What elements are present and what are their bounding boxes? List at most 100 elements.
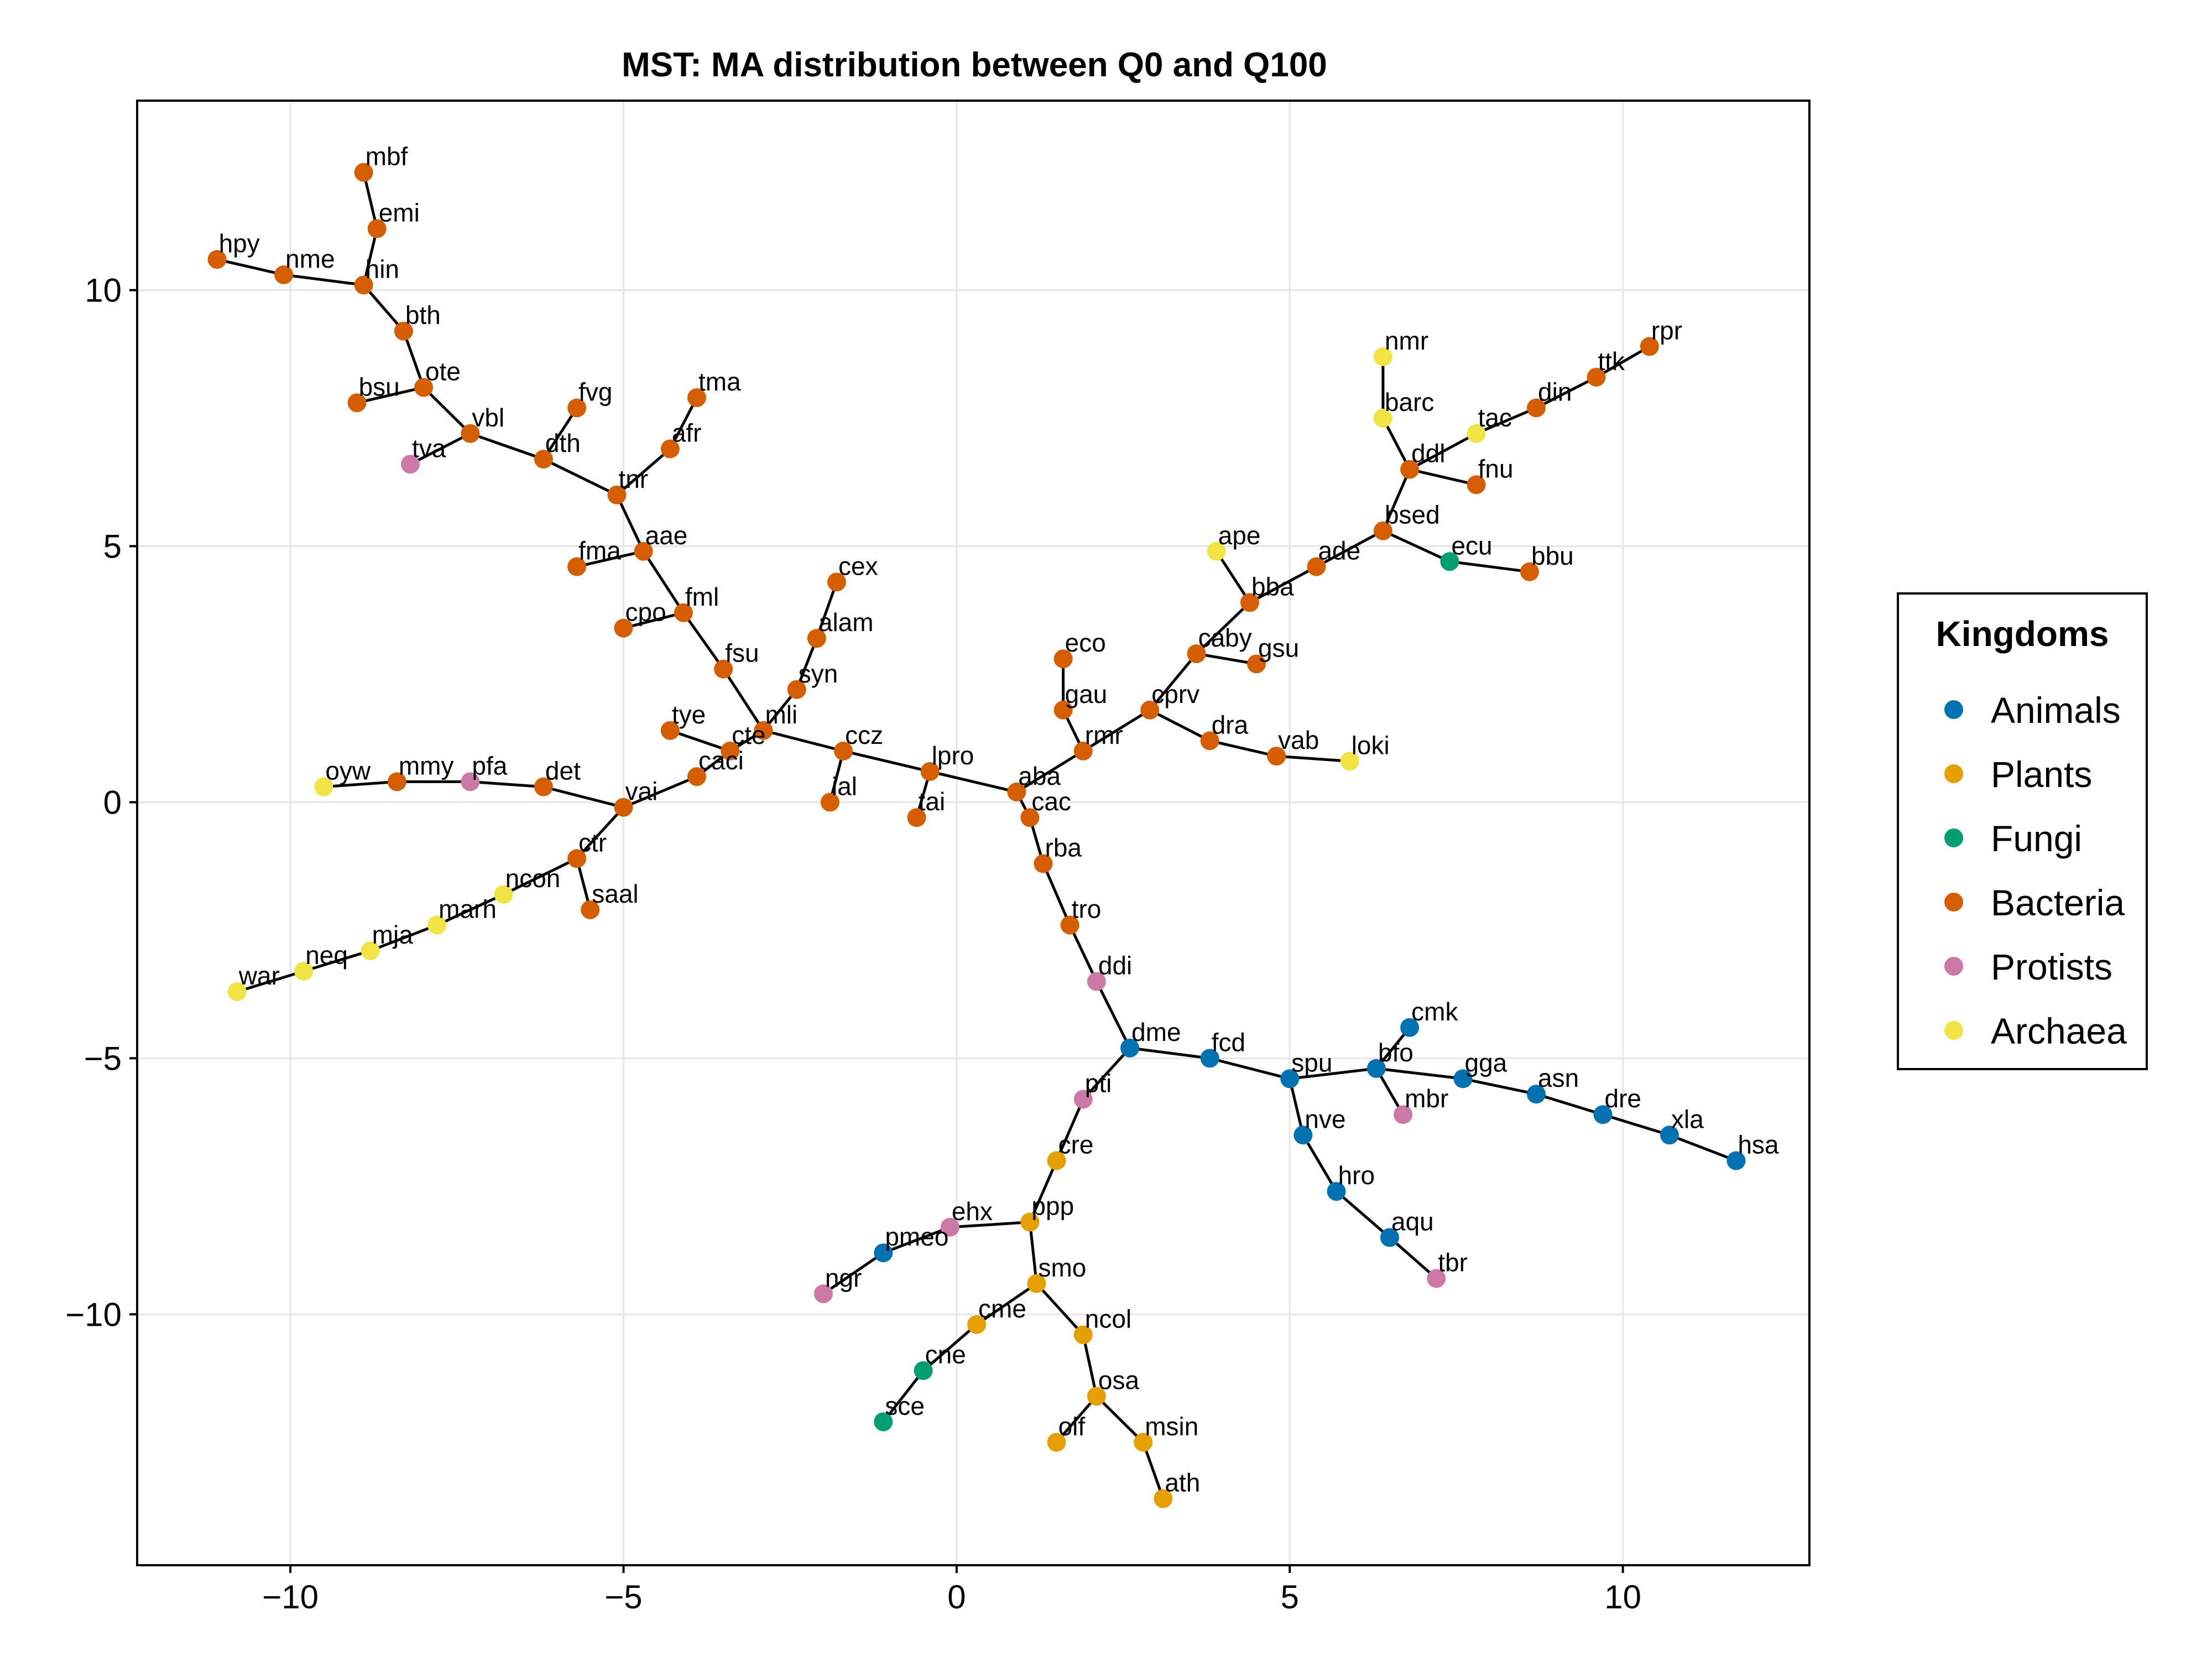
- node-label-tac: tac: [1478, 403, 1512, 432]
- mst-edge-vbl-tva: [409, 432, 471, 466]
- node-dth: [534, 450, 553, 469]
- node-ath: [1154, 1489, 1173, 1508]
- node-ehx: [940, 1217, 959, 1237]
- mst-edge-ncol-osa: [1082, 1334, 1098, 1397]
- legend-marker-archaea: [1944, 1021, 1963, 1040]
- node-label-barc: barc: [1385, 388, 1434, 416]
- node-label-det: det: [545, 757, 581, 785]
- node-label-lpro: lpro: [932, 741, 974, 770]
- node-label-rpr: rpr: [1651, 316, 1682, 345]
- node-label-fcd: fcd: [1212, 1028, 1245, 1056]
- mst-edge-mli-ccz: [763, 729, 844, 753]
- node-cac: [1020, 808, 1040, 827]
- node-marh: [427, 915, 447, 935]
- node-pti: [1073, 1090, 1093, 1109]
- mst-edge-vab-loki: [1276, 754, 1350, 763]
- node-war: [227, 982, 247, 1002]
- node-mli: [754, 721, 773, 740]
- node-ape: [1207, 541, 1226, 561]
- mst-edge-osa-olf: [1055, 1395, 1098, 1444]
- mst-edge-pti-cre: [1055, 1098, 1085, 1161]
- mst-edge-rmr-cprv: [1082, 708, 1151, 752]
- node-vai: [614, 798, 633, 817]
- node-label-caci: caci: [698, 746, 744, 775]
- node-label-cte: cte: [732, 721, 765, 749]
- node-label-fml: fml: [685, 582, 719, 611]
- x-tick-label: 5: [1281, 1578, 1299, 1616]
- node-dre: [1593, 1105, 1613, 1124]
- legend-label-bacteria: Bacteria: [1991, 882, 2125, 923]
- mst-edge-dme-fcd: [1129, 1046, 1211, 1060]
- node-afr: [660, 439, 680, 459]
- legend-marker-animals: [1944, 700, 1963, 719]
- node-gga: [1453, 1069, 1473, 1088]
- mst-edge-cne-sce: [882, 1369, 925, 1423]
- node-label-vai: vai: [625, 777, 658, 806]
- mst-edge-pmeo-ngr: [822, 1252, 884, 1295]
- node-bsu: [347, 393, 367, 413]
- node-gsu: [1247, 654, 1266, 674]
- mst-edge-vbl-dth: [469, 432, 544, 461]
- mst-edge-spu-bfo: [1289, 1067, 1377, 1080]
- legend-marker-bacteria: [1944, 893, 1963, 911]
- mst-edge-cre-ppp: [1029, 1160, 1058, 1223]
- node-label-mli: mli: [765, 700, 797, 729]
- node-loki: [1340, 752, 1359, 771]
- mst-edge-asn-dre: [1536, 1092, 1604, 1116]
- node-label-caby: caby: [1198, 623, 1252, 652]
- node-nve: [1293, 1126, 1313, 1145]
- node-label-ial: ial: [832, 772, 857, 800]
- mst-edge-alam-cex: [815, 581, 838, 639]
- mst-edge-aqu-tbr: [1389, 1236, 1437, 1280]
- node-label-cre: cre: [1058, 1130, 1094, 1159]
- node-label-asn: asn: [1538, 1064, 1579, 1092]
- mst-edge-xla-hsa: [1669, 1133, 1737, 1162]
- mst-edge-aae-fml: [642, 550, 685, 614]
- grid: [137, 101, 1809, 1565]
- node-cte: [721, 741, 740, 760]
- x-tick-label: 10: [1604, 1578, 1641, 1616]
- node-label-cne: cne: [925, 1340, 966, 1369]
- node-label-mbf: mbf: [366, 142, 408, 171]
- node-label-neq: neq: [305, 941, 348, 970]
- node-label-osa: osa: [1098, 1366, 1140, 1394]
- legend-label-fungi: Fungi: [1991, 818, 2082, 859]
- mst-edge-bfo-gga: [1376, 1067, 1463, 1080]
- node-pfa: [461, 772, 480, 791]
- node-label-aba: aba: [1018, 762, 1061, 790]
- node-label-din: din: [1538, 378, 1572, 407]
- mst-edge-nve-hro: [1302, 1134, 1338, 1192]
- node-ade: [1307, 557, 1326, 576]
- node-label-tai: tai: [919, 787, 946, 816]
- mst-edge-rba-tro: [1042, 863, 1071, 926]
- mst-edge-smo-cme: [975, 1282, 1037, 1326]
- mst-nodes: [207, 163, 1746, 1508]
- node-label-ecu: ecu: [1451, 531, 1492, 560]
- y-tick-label: −5: [84, 1040, 122, 1077]
- mst-edge-tro-ddi: [1068, 924, 1098, 982]
- node-caby: [1187, 644, 1206, 663]
- mst-edge-caci-vai: [623, 775, 697, 809]
- legend-marker-fungi: [1944, 829, 1963, 847]
- node-eco: [1053, 649, 1073, 669]
- node-fvg: [567, 398, 587, 418]
- legend-title: Kingdoms: [1936, 614, 2109, 654]
- y-tick-label: 10: [85, 272, 122, 309]
- mst-edge-ote-vbl: [422, 386, 472, 435]
- legend-marker-protists: [1944, 957, 1963, 976]
- node-label-fsu: fsu: [725, 639, 759, 668]
- node-tnr: [607, 485, 627, 504]
- legend-label-protists: Protists: [1991, 946, 2112, 987]
- node-bth: [394, 321, 413, 341]
- node-vbl: [461, 424, 480, 443]
- node-hpy: [207, 250, 227, 269]
- mst-edge-ncon-marh: [436, 893, 504, 926]
- node-label-vbl: vbl: [472, 403, 504, 432]
- legend-label-animals: Animals: [1991, 690, 2121, 731]
- node-label-dme: dme: [1131, 1018, 1181, 1046]
- mst-edge-mja-neq: [303, 949, 371, 973]
- mst-edge-tnr-afr: [615, 447, 671, 496]
- node-label-olf: olf: [1058, 1412, 1086, 1441]
- legend: Kingdoms Animals Plants Fungi Bacteria Proti…: [1897, 592, 2148, 1070]
